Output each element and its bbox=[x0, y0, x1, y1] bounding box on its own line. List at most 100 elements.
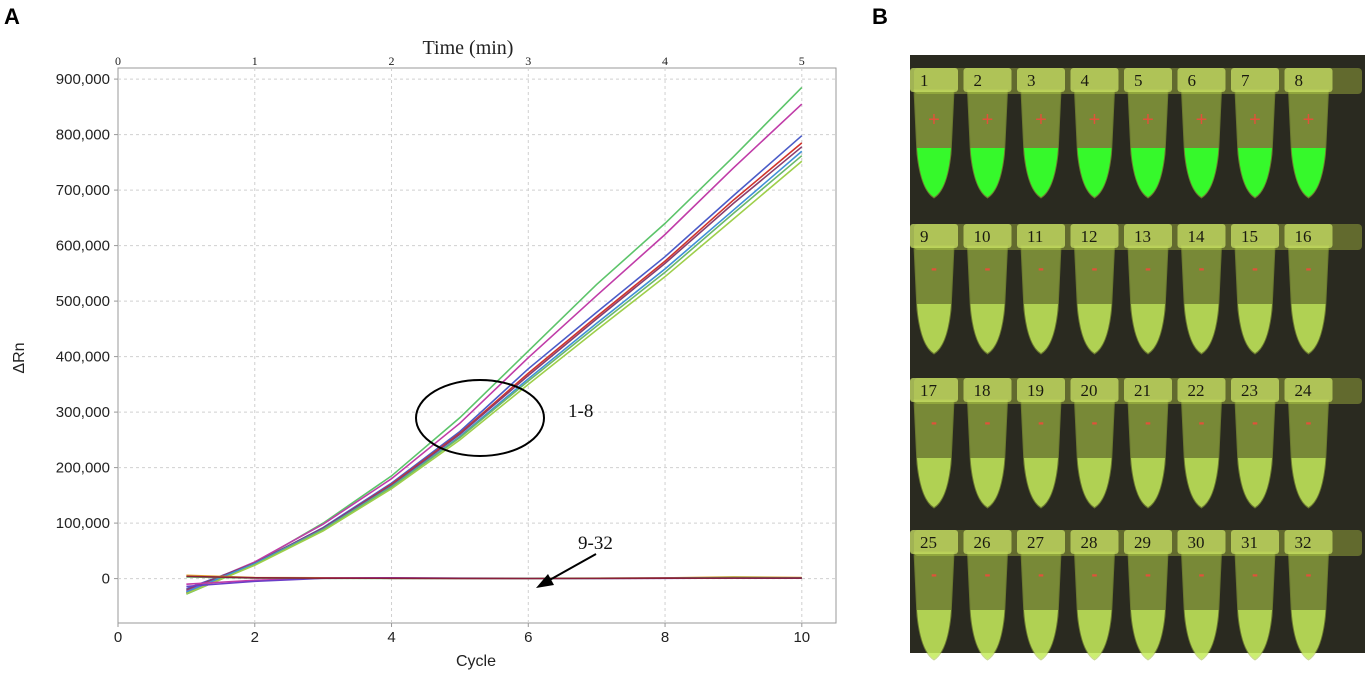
tube-sign-label: - bbox=[985, 564, 991, 584]
tube-32: 32 - bbox=[1284, 530, 1333, 661]
tube-number-label: 9 bbox=[920, 227, 929, 246]
tube-number-label: 22 bbox=[1188, 381, 1205, 400]
tube-liquid bbox=[1024, 610, 1058, 659]
tube-liquid bbox=[970, 610, 1005, 659]
x-axis-title: Cycle bbox=[456, 653, 496, 670]
series-lines bbox=[186, 86, 803, 595]
tube-17: 17 - bbox=[910, 378, 958, 509]
tube-cap bbox=[1177, 530, 1226, 554]
tube-14: 14 - bbox=[1177, 224, 1226, 355]
x-tick-label: 2 bbox=[251, 629, 259, 646]
tube-cap bbox=[1124, 68, 1172, 92]
y-tick-label: 800,000 bbox=[56, 127, 110, 144]
tube-16: 16 - bbox=[1284, 224, 1333, 355]
tube-sign-label: - bbox=[931, 564, 937, 584]
tube-cap bbox=[1124, 378, 1172, 402]
tube-liquid bbox=[1184, 148, 1219, 197]
tube-cap bbox=[910, 378, 958, 402]
tube-24: 24 - bbox=[1284, 378, 1333, 509]
tube-liquid bbox=[917, 304, 951, 353]
y-tick-label: 0 bbox=[102, 571, 110, 588]
top-axis-ticks: 0 1 2 3 4 5 bbox=[115, 54, 805, 68]
x-tick-label: 6 bbox=[524, 629, 532, 646]
series-line-13 bbox=[186, 575, 802, 580]
tube-sign-label: - bbox=[1145, 564, 1151, 584]
tube-cap bbox=[1284, 224, 1333, 248]
tube-sign-label: - bbox=[1145, 412, 1151, 432]
tube-21: 21 - bbox=[1124, 378, 1172, 509]
tube-sign-label: + bbox=[1089, 109, 1101, 131]
tube-11: 11 - bbox=[1017, 224, 1065, 355]
tube-number-label: 17 bbox=[920, 381, 938, 400]
tube-number-label: 26 bbox=[974, 533, 991, 552]
panel-letter-a: A bbox=[4, 4, 20, 29]
tube-liquid bbox=[1024, 304, 1058, 353]
tube-cap bbox=[1177, 378, 1226, 402]
tube-sign-label: - bbox=[1038, 564, 1044, 584]
tube-23: 23 - bbox=[1231, 378, 1279, 509]
tube-number-label: 8 bbox=[1295, 71, 1304, 90]
tube-cap bbox=[963, 68, 1012, 92]
tube-sign-label: + bbox=[928, 109, 940, 131]
tube-number-label: 23 bbox=[1241, 381, 1258, 400]
tube-number-label: 25 bbox=[920, 533, 937, 552]
tube-number-label: 13 bbox=[1134, 227, 1151, 246]
tube-liquid bbox=[1291, 148, 1326, 197]
tube-rows: 1+2+3+4+5+6+7+8+9-10-11-12-13-14-15-16-1… bbox=[910, 68, 1362, 661]
tube-number-label: 27 bbox=[1027, 533, 1045, 552]
tube-25: 25 - bbox=[910, 530, 958, 661]
y-tick-label: 300,000 bbox=[56, 404, 110, 421]
tube-number-label: 15 bbox=[1241, 227, 1258, 246]
positive-group-ellipse bbox=[415, 379, 545, 457]
tube-cap bbox=[1124, 224, 1172, 248]
tube-liquid bbox=[1131, 610, 1165, 659]
tube-liquid bbox=[1238, 304, 1272, 353]
y-tick-label: 400,000 bbox=[56, 349, 110, 366]
tube-sign-label: - bbox=[931, 258, 937, 278]
y-tick-label: 100,000 bbox=[56, 515, 110, 532]
tube-sign-label: - bbox=[1092, 258, 1098, 278]
top-tick-label: 2 bbox=[389, 54, 395, 68]
plot-area bbox=[117, 67, 837, 624]
tube-4: 4+ bbox=[1070, 68, 1119, 199]
series-line-8 bbox=[186, 160, 803, 595]
tube-sign-label: - bbox=[1306, 258, 1312, 278]
tube-30: 30 - bbox=[1177, 530, 1226, 661]
tube-sign-label: - bbox=[1199, 564, 1205, 584]
tube-cap bbox=[1284, 68, 1333, 92]
tube-number-label: 31 bbox=[1241, 533, 1258, 552]
y-tick-label: 900,000 bbox=[56, 71, 110, 88]
tube-sign-label: - bbox=[1306, 564, 1312, 584]
tube-number-label: 32 bbox=[1295, 533, 1312, 552]
tube-sign-label: - bbox=[1252, 258, 1258, 278]
series-line-2 bbox=[186, 103, 803, 592]
tube-number-label: 4 bbox=[1081, 71, 1090, 90]
tube-sign-label: - bbox=[1092, 564, 1098, 584]
panel-letter-b: B bbox=[872, 4, 888, 29]
tube-liquid bbox=[1291, 610, 1326, 659]
top-tick-label: 5 bbox=[799, 54, 805, 68]
top-axis-title: Time (min) bbox=[423, 37, 514, 59]
tube-sign-label: - bbox=[985, 258, 991, 278]
tube-liquid bbox=[917, 148, 951, 197]
tube-number-label: 18 bbox=[974, 381, 991, 400]
tube-19: 19 - bbox=[1017, 378, 1065, 509]
tube-number-label: 21 bbox=[1134, 381, 1151, 400]
tube-row-3: 17 - 18 - 19 - 20 - 21 - 22 - 23 - 24 - bbox=[910, 378, 1362, 509]
tube-sign-label: + bbox=[1196, 109, 1208, 131]
tube-liquid bbox=[1131, 304, 1165, 353]
tube-number-label: 30 bbox=[1188, 533, 1205, 552]
tube-sign-label: - bbox=[931, 412, 937, 432]
tube-cap bbox=[1070, 378, 1119, 402]
tube-cap bbox=[910, 68, 958, 92]
tube-number-label: 2 bbox=[974, 71, 983, 90]
tube-2: 2+ bbox=[963, 68, 1012, 199]
tube-sign-label: + bbox=[1303, 109, 1315, 131]
tube-cap bbox=[1017, 224, 1065, 248]
tube-liquid bbox=[1131, 458, 1165, 507]
tube-photo-panel-b: B 1 +2 +3 +4 +5 +6 +7 +8 +9-10-11-12-13-14-15-16… bbox=[868, 0, 1367, 673]
tube-1: 1+ bbox=[910, 68, 958, 199]
tube-liquid bbox=[1077, 458, 1112, 507]
tube-liquid bbox=[1291, 304, 1326, 353]
y-tick-label: 700,000 bbox=[56, 182, 110, 199]
